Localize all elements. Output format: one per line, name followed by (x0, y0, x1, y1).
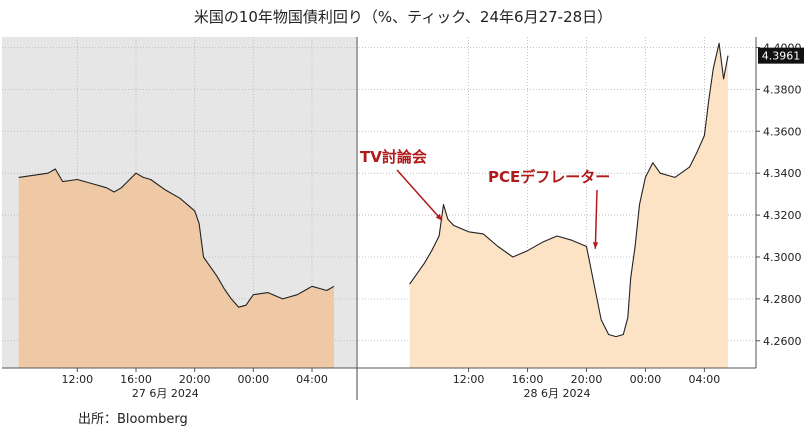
annotation-arrow-head (592, 242, 599, 249)
last-value-badge (758, 47, 804, 64)
y-tick-label: 4.3800 (763, 83, 802, 96)
series-line-day1 (18, 168, 335, 308)
x-tick-label: 04:00 (296, 373, 328, 386)
line-layer (18, 42, 729, 338)
x-tick-label: 16:00 (120, 373, 152, 386)
y-tick-label: 4.3600 (763, 125, 802, 138)
day-label: 28 6月 2024 (524, 387, 591, 400)
annotation-layer: TV討論会 PCEデフレーター (360, 148, 610, 249)
x-tick-label: 12:00 (61, 373, 93, 386)
annotation-arrow-head (435, 213, 443, 221)
annotation-arrow-line (594, 189, 598, 249)
x-tick-label: 20:00 (179, 373, 211, 386)
x-tick-label: 00:00 (630, 373, 662, 386)
y-tick-label: 4.2600 (763, 335, 802, 348)
x-tick-label: 20:00 (571, 373, 603, 386)
x-tick-label: 04:00 (689, 373, 721, 386)
y-tick-label: 4.3200 (763, 209, 802, 222)
area-layer (18, 43, 728, 369)
source-note: 出所：Bloomberg (78, 412, 188, 427)
last-value-label: 4.3961 (762, 50, 801, 63)
annotation-label: TV討論会 (360, 148, 427, 166)
y-tick-label: 4.2800 (763, 293, 802, 306)
annotation-arrow-line (396, 169, 443, 221)
chart-title: 米国の10年物国債利回り（%、ティック、24年6月27-28日） (193, 8, 613, 26)
day-label: 27 6月 2024 (132, 387, 199, 400)
x-tick-label: 16:00 (512, 373, 544, 386)
x-tick-label: 00:00 (237, 373, 269, 386)
axis-layer: 4.2600 4.2800 4.3000 4.3200 4.3400 4.3600 4.38… (2, 37, 804, 400)
series-area-day2 (409, 43, 728, 369)
annotation-label: PCEデフレーター (488, 168, 610, 186)
x-tick-label: 12:00 (453, 373, 485, 386)
series-area-day1 (18, 169, 335, 368)
y-tick-label: 4.3400 (763, 167, 802, 180)
y-tick-label: 4.3000 (763, 251, 802, 264)
series-line-day2 (409, 42, 729, 338)
